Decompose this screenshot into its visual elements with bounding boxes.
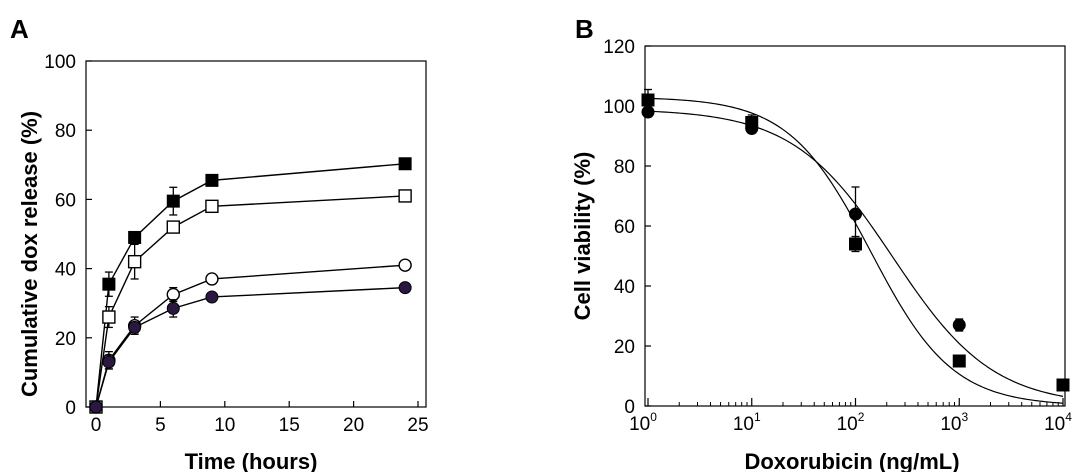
panel-a-y-tick-label: 60 bbox=[55, 190, 76, 211]
panel-a-x-axis: 0 5 10 15 20 25 bbox=[91, 401, 429, 436]
panel-b-x-tick-label: 103 bbox=[940, 410, 968, 435]
panel-a-point bbox=[398, 157, 412, 171]
panel-a-xlabel: Time (hours) bbox=[185, 449, 318, 472]
panel-a-x-tick-label: 15 bbox=[279, 415, 300, 436]
panel-b-label: B bbox=[575, 14, 594, 44]
panel-a-point bbox=[205, 199, 219, 214]
panel-a-point bbox=[166, 194, 180, 208]
panel-a-point bbox=[128, 230, 142, 244]
panel-a-label: A bbox=[10, 14, 29, 44]
panel-a-point bbox=[398, 258, 412, 272]
panel-b-point bbox=[952, 354, 966, 368]
panel-a-point bbox=[89, 400, 103, 414]
panel-b-x-tick-label: 102 bbox=[837, 410, 865, 435]
panel-a-series-4 bbox=[89, 281, 412, 414]
panel-a-x-tick-label: 25 bbox=[407, 415, 428, 436]
panel-b-y-tick-label: 60 bbox=[614, 217, 635, 238]
panel-a-y-tick-label: 20 bbox=[55, 329, 76, 350]
panel-b-y-tick-label: 20 bbox=[614, 337, 635, 358]
panel-a-series-line bbox=[95, 286, 406, 408]
panel-b-y-tick-label: 120 bbox=[603, 37, 635, 58]
panel-b-x-tick-label: 100 bbox=[629, 410, 657, 435]
panel-a-plot-frame bbox=[85, 60, 427, 408]
panel-a-y-tick-label: 100 bbox=[44, 52, 76, 73]
panel-b-x-tick-label: 104 bbox=[1044, 410, 1072, 435]
panel-a-x-tick-label: 20 bbox=[343, 415, 364, 436]
panel-b-xlabel: Doxorubicin (ng/mL) bbox=[744, 449, 959, 472]
panel-a-point bbox=[398, 189, 412, 203]
panel-a-series bbox=[89, 157, 412, 414]
panel-b-y-tick-label: 40 bbox=[614, 277, 635, 298]
panel-a-y-tick-label: 80 bbox=[55, 121, 76, 142]
panel-a-series-1 bbox=[89, 157, 412, 414]
panel-a-point bbox=[166, 287, 180, 302]
panel-a-y-tick-label: 0 bbox=[65, 398, 76, 419]
panel-a-ylabel: Cumulative dox release (%) bbox=[17, 111, 42, 397]
panel-a-series-line bbox=[95, 163, 406, 408]
panel-b-series-2 bbox=[641, 105, 966, 332]
panel-a-point bbox=[398, 281, 412, 295]
panel-a-x-tick-label: 10 bbox=[214, 415, 235, 436]
panel-b-series bbox=[641, 88, 1070, 392]
panel-b-y-tick-label: 100 bbox=[603, 97, 635, 118]
panel-b-ylabel: Cell viability (%) bbox=[570, 152, 595, 321]
panel-a-point bbox=[127, 254, 142, 269]
panel-a-point bbox=[166, 220, 180, 234]
panel-a-x-tick-label: 5 bbox=[155, 415, 166, 436]
panel-a-point bbox=[102, 310, 116, 324]
panel-b-x-axis: 100 101 102 103 104 bbox=[629, 398, 1072, 435]
panel-b-fit-curve-2 bbox=[647, 110, 1064, 397]
panel-a-series-line bbox=[95, 195, 406, 408]
panel-b-point bbox=[745, 122, 759, 135]
panel-b: B Cell viability (%) Doxorubicin (ng/mL)… bbox=[570, 14, 1072, 472]
panel-b-point bbox=[1056, 378, 1070, 392]
panel-a-x-tick-label: 0 bbox=[91, 415, 102, 436]
panel-b-point bbox=[641, 105, 655, 119]
panel-b-point bbox=[641, 93, 655, 107]
panel-a-series-line bbox=[95, 264, 406, 408]
panel-b-y-tick-label: 0 bbox=[624, 397, 635, 418]
panel-a-series-2 bbox=[89, 189, 412, 414]
panel-a: A Cumulative dox release (%) Time (hours… bbox=[10, 14, 429, 472]
panel-a-point bbox=[102, 355, 116, 369]
panel-a-y-tick-label: 40 bbox=[55, 260, 76, 281]
panel-a-y-axis: 0 20 40 60 80 100 bbox=[44, 52, 92, 419]
panel-b-point bbox=[849, 207, 862, 221]
panel-a-point bbox=[205, 290, 219, 304]
panel-b-y-axis: 0 20 40 60 80 100 120 bbox=[603, 37, 651, 418]
panel-b-point bbox=[952, 318, 966, 332]
panel-a-point bbox=[205, 173, 219, 187]
panel-b-y-tick-label: 80 bbox=[614, 157, 635, 178]
panel-a-point bbox=[102, 277, 116, 291]
panel-b-x-tick-label: 101 bbox=[733, 410, 761, 435]
panel-a-series-3 bbox=[89, 258, 412, 414]
panel-a-point bbox=[166, 301, 180, 315]
panel-a-point bbox=[205, 272, 219, 286]
panel-a-point bbox=[128, 320, 142, 334]
